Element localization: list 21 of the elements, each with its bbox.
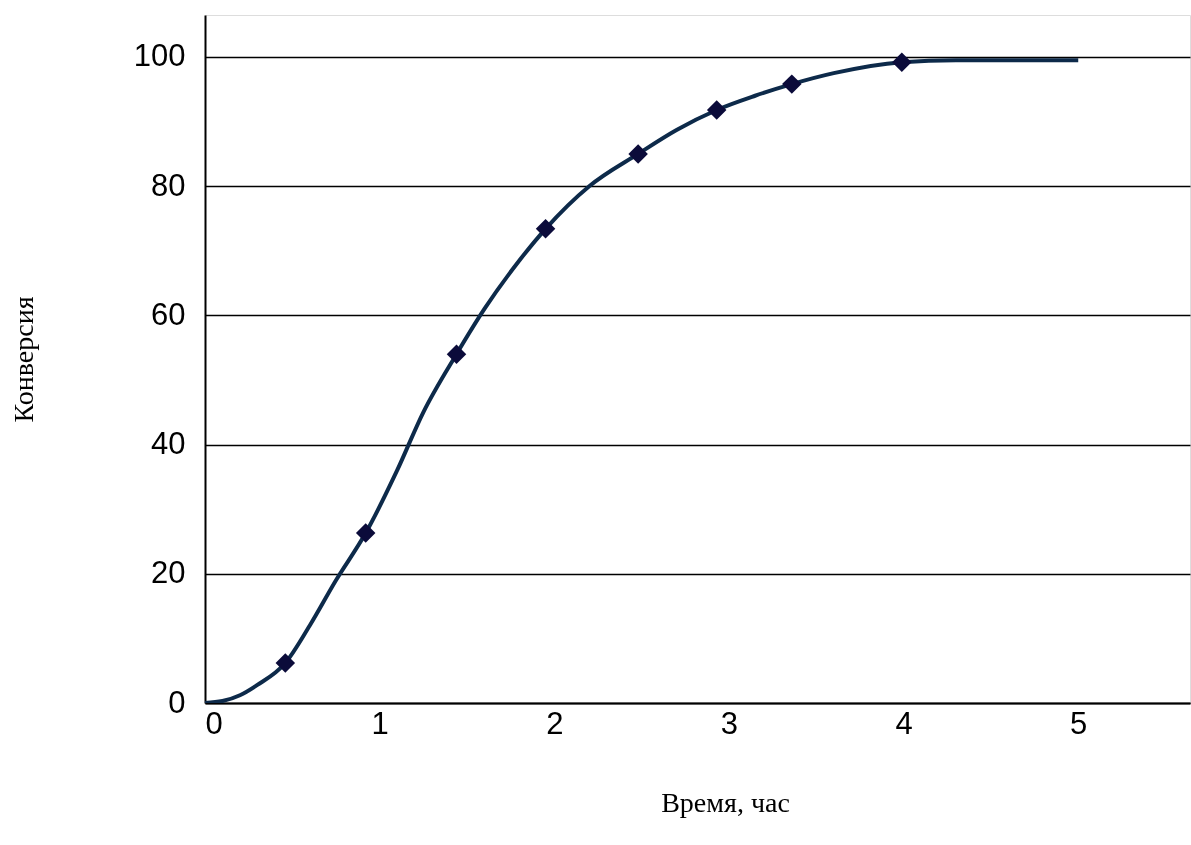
point [535, 219, 556, 239]
point [275, 653, 296, 673]
x-tick-label: 4 [895, 705, 913, 741]
point [446, 344, 467, 364]
y-tick-label: 100 [133, 38, 186, 74]
y-axis-title: Конверсия [7, 296, 39, 423]
x-tick-label: 2 [546, 705, 564, 741]
point [892, 52, 912, 72]
y-tick-label: 60 [151, 296, 186, 332]
y-tick-label: 20 [151, 555, 186, 591]
point [628, 144, 648, 164]
point [782, 74, 802, 94]
point [355, 523, 376, 543]
x-tick-label: 0 [205, 705, 223, 741]
x-tick-label: 1 [371, 705, 389, 741]
x-tick-label: 3 [720, 705, 739, 741]
y-tick-label: 80 [151, 167, 186, 203]
x-tick-label: 5 [1070, 705, 1088, 741]
point [706, 100, 727, 120]
y-tick-label: 40 [151, 426, 186, 462]
x-axis-title: Время, час [661, 786, 790, 818]
